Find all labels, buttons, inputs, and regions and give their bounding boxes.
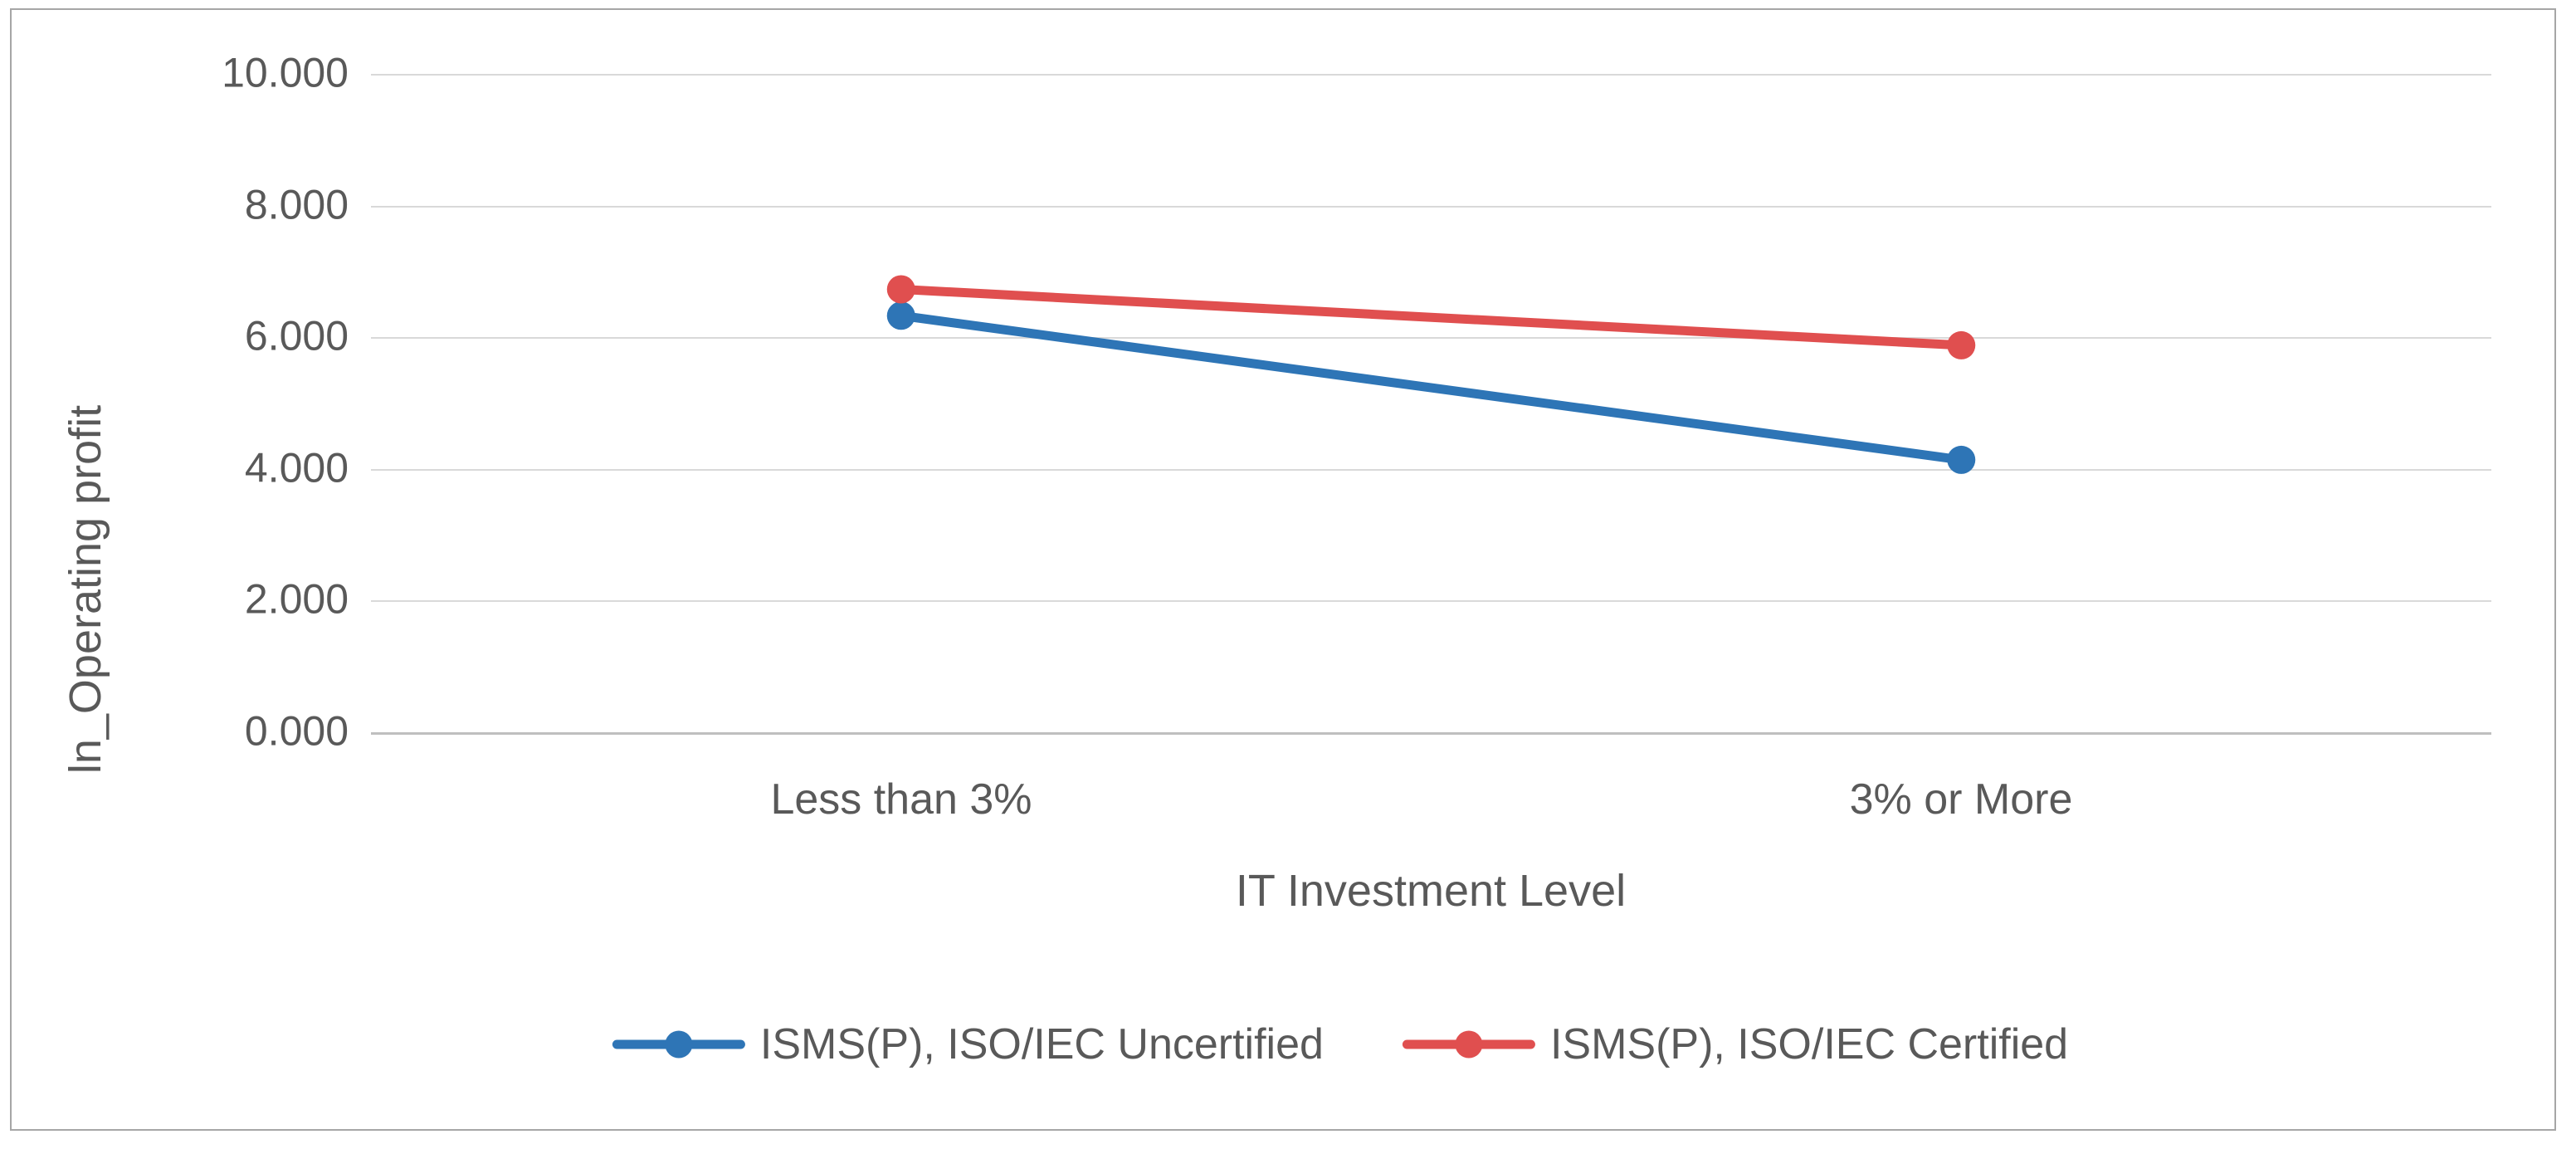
- legend-line-marker-icon: [612, 1030, 745, 1059]
- category-label-3-or-more: 3% or More: [1849, 775, 2073, 824]
- y-tick-label: 6.000: [244, 312, 349, 359]
- series-line-0: [900, 310, 1962, 465]
- gridline: [371, 337, 2491, 340]
- y-tick-label: 10.000: [222, 49, 349, 96]
- category-label-less-than-3: Less than 3%: [770, 775, 1032, 824]
- data-point-marker: [886, 275, 915, 304]
- legend-label-certified: ISMS(P), ISO/IEC Certified: [1549, 1020, 2069, 1068]
- legend-item-uncertified: ISMS(P), ISO/IEC Uncertified: [612, 1019, 1324, 1069]
- data-point-marker: [1947, 445, 1976, 474]
- figure-border: [10, 8, 2556, 1131]
- y-tick-label: 8.000: [244, 181, 349, 228]
- legend-line-marker-icon: [1402, 1030, 1535, 1059]
- y-tick-label: 2.000: [244, 576, 349, 623]
- gridline: [371, 600, 2491, 603]
- series-line-1: [900, 285, 1962, 350]
- gridline: [371, 468, 2491, 471]
- gridline: [371, 74, 2491, 76]
- legend-item-certified: ISMS(P), ISO/IEC Certified: [1402, 1019, 2069, 1069]
- x-axis-line: [371, 732, 2491, 735]
- legend: ISMS(P), ISO/IEC Uncertified ISMS(P), IS…: [612, 1019, 2068, 1069]
- gridline: [371, 205, 2491, 208]
- data-point-marker: [1947, 330, 1976, 359]
- legend-label-uncertified: ISMS(P), ISO/IEC Uncertified: [759, 1020, 1324, 1068]
- x-axis-title: IT Investment Level: [1235, 866, 1627, 916]
- data-point-marker: [886, 301, 915, 330]
- y-tick-label: 4.000: [244, 444, 349, 491]
- y-tick-label: 0.000: [244, 707, 349, 755]
